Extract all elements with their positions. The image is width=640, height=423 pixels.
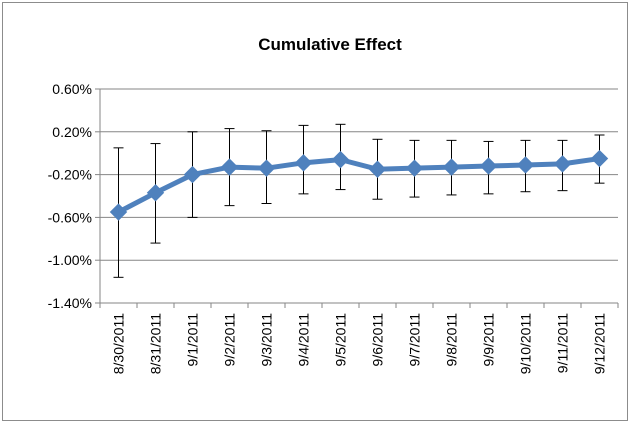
x-tick-label: 9/3/2011 <box>259 313 275 367</box>
x-tick-label: 9/4/2011 <box>296 313 312 367</box>
data-point-marker <box>516 156 535 174</box>
y-tick-label: -0.60% <box>48 209 92 225</box>
x-tick-label: 9/10/2011 <box>518 313 534 374</box>
y-tick-label: -1.00% <box>48 252 92 268</box>
x-tick-label: 9/9/2011 <box>481 313 497 367</box>
x-tick-label: 9/5/2011 <box>333 313 349 367</box>
data-point-marker <box>109 203 128 221</box>
series-markers <box>109 149 609 221</box>
data-point-marker <box>331 150 350 169</box>
data-point-marker <box>257 159 276 177</box>
data-point-marker <box>220 158 239 176</box>
data-point-marker <box>294 154 313 172</box>
x-tick-labels: 8/30/2011 8/31/2011 9/1/2011 9/2/2011 9/3/20… <box>111 313 608 374</box>
data-point-marker <box>590 149 609 168</box>
data-point-marker <box>183 165 202 184</box>
x-tick-label: 9/12/2011 <box>592 313 608 374</box>
chart-frame <box>2 2 628 421</box>
data-point-marker <box>553 155 572 173</box>
y-tick-labels: 0.60% 0.20% -0.20% -0.60% -1.00% -1.40% <box>48 81 92 311</box>
data-point-marker <box>442 158 461 176</box>
chart-title: Cumulative Effect <box>258 35 402 54</box>
x-tick-label: 8/30/2011 <box>111 313 127 374</box>
x-tick-label: 9/11/2011 <box>555 313 571 373</box>
x-tick-label: 8/31/2011 <box>148 313 164 374</box>
data-point-marker <box>368 160 387 178</box>
data-point-marker <box>405 159 424 177</box>
x-tick-label: 9/1/2011 <box>185 313 201 367</box>
error-bars <box>113 123 605 278</box>
data-point-marker <box>146 184 165 202</box>
x-tick-label: 9/2/2011 <box>222 313 238 367</box>
y-tick-label: 0.60% <box>52 81 92 97</box>
y-tick-label: -0.20% <box>48 167 92 183</box>
gridlines <box>100 88 618 261</box>
y-tick-label: 0.20% <box>52 124 92 140</box>
x-tick-label: 9/7/2011 <box>407 313 423 367</box>
axes <box>95 88 619 308</box>
data-point-marker <box>479 157 498 175</box>
x-tick-label: 9/8/2011 <box>444 313 460 367</box>
x-tick-label: 9/6/2011 <box>370 313 386 367</box>
y-tick-label: -1.40% <box>48 295 92 311</box>
